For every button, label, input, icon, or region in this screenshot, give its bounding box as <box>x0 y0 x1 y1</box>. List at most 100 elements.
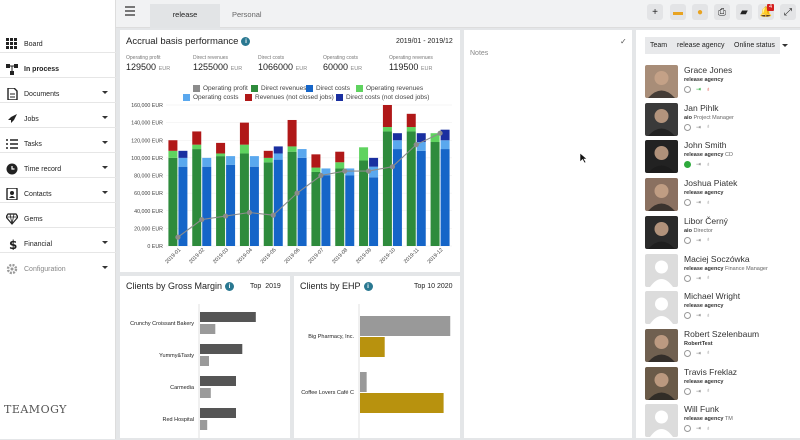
avatar-icon[interactable]: ● <box>692 4 708 20</box>
chevron-down-icon[interactable] <box>102 116 108 119</box>
bar-revenues-not-closed-jobs-[interactable] <box>287 119 297 147</box>
team-member[interactable]: Will Funk release agency TM ⇥ ♁ <box>645 404 795 440</box>
bar-costs[interactable] <box>200 420 208 430</box>
bar-operating-costs[interactable] <box>297 149 307 158</box>
bar-operating-revenues[interactable] <box>406 127 416 132</box>
member-name[interactable]: Grace Jones <box>684 65 733 75</box>
sidebar-item-contacts[interactable]: Contacts <box>6 184 114 204</box>
legend-item[interactable]: Operating costs <box>183 94 239 101</box>
bar-revenue[interactable] <box>200 312 256 322</box>
operating-profit-point[interactable] <box>175 234 181 240</box>
bar-operating-costs[interactable] <box>202 157 212 167</box>
bar-operating-revenues[interactable] <box>335 162 345 169</box>
bar-series-a[interactable] <box>360 316 451 336</box>
bar-direct-revenues[interactable] <box>335 168 345 246</box>
operating-profit-point[interactable] <box>294 190 300 196</box>
bar-operating-costs[interactable] <box>416 142 426 151</box>
bar-revenues-not-closed-jobs-[interactable] <box>168 140 178 151</box>
checkmark-icon[interactable]: ✓ <box>620 37 627 46</box>
bar-direct-costs-not-closed-jobs-[interactable] <box>369 157 379 167</box>
bar-series-b[interactable] <box>360 337 385 357</box>
legend-item[interactable]: Revenues (not closed jobs) <box>245 94 334 101</box>
bar-operating-revenues[interactable] <box>168 150 178 158</box>
info-icon[interactable]: i <box>241 37 251 46</box>
bar-direct-costs[interactable] <box>392 149 402 246</box>
bar-direct-costs[interactable] <box>202 166 212 246</box>
bar-operating-revenues[interactable] <box>216 153 226 157</box>
member-name[interactable]: Robert Szelenbaum <box>684 328 760 339</box>
operating-profit-point[interactable] <box>270 212 276 218</box>
bar-direct-revenues[interactable] <box>168 157 178 246</box>
bar-revenues-not-closed-jobs-[interactable] <box>311 154 321 168</box>
operating-profit-point[interactable] <box>413 142 419 148</box>
operating-profit-point[interactable] <box>318 172 324 179</box>
chevron-down-icon[interactable] <box>102 191 108 194</box>
bar-direct-costs[interactable] <box>273 159 283 246</box>
breadcrumb-team[interactable]: Team <box>645 37 673 54</box>
bar-revenues-not-closed-jobs-[interactable] <box>406 113 416 128</box>
bar-direct-costs-not-closed-jobs-[interactable] <box>392 133 402 141</box>
bar-operating-revenues[interactable] <box>263 157 273 163</box>
member-name[interactable]: Libor Černý <box>684 215 728 226</box>
bar-direct-revenues[interactable] <box>192 149 202 246</box>
bar-operating-revenues[interactable] <box>192 144 202 150</box>
tab-release-agency[interactable]: release agency <box>150 4 220 41</box>
ehp-filter[interactable]: Top 10 2020 <box>414 283 453 290</box>
bar-direct-revenues[interactable] <box>239 153 249 246</box>
accrual-period[interactable]: 2019/01 - 2019/12 <box>396 38 453 45</box>
team-member[interactable]: Grace Jones release agency ⇥ ♁ <box>645 65 795 101</box>
bar-direct-costs[interactable] <box>345 175 355 247</box>
sidebar-item-gems[interactable]: Gems <box>5 209 114 229</box>
bar-operating-revenues[interactable] <box>311 167 321 172</box>
chevron-down-icon[interactable] <box>102 141 108 144</box>
team-member[interactable]: Maciej Soczówka release agency Finance Ma… <box>645 253 795 290</box>
bar-direct-costs[interactable] <box>321 175 331 247</box>
bar-operating-costs[interactable] <box>321 168 331 176</box>
bar-operating-costs[interactable] <box>249 156 259 167</box>
bar-direct-costs[interactable] <box>369 177 379 246</box>
add-icon[interactable]: + <box>647 4 663 20</box>
chevron-down-icon[interactable] <box>782 44 788 47</box>
bar-direct-revenues[interactable] <box>287 151 297 246</box>
bar-operating-costs[interactable] <box>345 168 355 176</box>
bar-direct-costs-not-closed-jobs-[interactable] <box>178 150 188 158</box>
operating-profit-point[interactable] <box>389 164 396 170</box>
info-icon[interactable]: i <box>225 282 235 291</box>
member-name[interactable]: Jan Pihlk <box>684 102 719 113</box>
bar-direct-costs[interactable] <box>249 166 259 246</box>
bar-operating-revenues[interactable] <box>430 133 440 143</box>
member-name[interactable]: Michael Wright <box>684 291 741 302</box>
bar-operating-costs[interactable] <box>226 156 236 165</box>
legend-item[interactable]: Direct costs (not closed jobs) <box>336 94 429 101</box>
operating-profit-point[interactable] <box>199 216 205 223</box>
bar-operating-costs[interactable] <box>392 140 402 150</box>
bar-direct-costs-not-closed-jobs-[interactable] <box>416 133 426 143</box>
team-member[interactable]: Robert Szelenbaum RobertTest ⇥ ♁ <box>645 328 795 365</box>
legend-item[interactable]: Operating profit <box>193 85 248 92</box>
bar-operating-revenues[interactable] <box>382 127 392 132</box>
bar-revenues-not-closed-jobs-[interactable] <box>263 150 273 158</box>
bar-revenues-not-closed-jobs-[interactable] <box>192 131 202 145</box>
info-icon[interactable]: i <box>363 282 373 291</box>
bar-costs[interactable] <box>200 356 209 366</box>
bar-direct-costs[interactable] <box>297 157 307 246</box>
bar-direct-costs-not-closed-jobs-[interactable] <box>440 129 450 141</box>
member-name[interactable]: Joshua Piatek <box>684 178 738 189</box>
sidebar-item-in-process[interactable]: In process <box>6 59 114 79</box>
operating-profit-point[interactable] <box>365 168 372 174</box>
legend-item[interactable]: Operating revenues <box>356 85 423 92</box>
breadcrumb-release-agency[interactable]: release agency <box>672 37 730 54</box>
bar-operating-costs[interactable] <box>178 157 188 167</box>
bar-revenues-not-closed-jobs-[interactable] <box>382 105 392 128</box>
chevron-down-icon[interactable] <box>102 166 108 169</box>
team-member[interactable]: Jan Pihlk aio Project Manager ⇥ ♁ <box>645 102 795 139</box>
operating-profit-point[interactable] <box>437 130 443 136</box>
sidebar-item-jobs[interactable]: Jobs <box>6 109 114 129</box>
team-member[interactable]: Joshua Piatek release agency ⇥ ♁ <box>645 178 795 214</box>
team-member[interactable]: Michael Wright release agency ⇥ ♁ <box>645 291 795 327</box>
expand-icon[interactable]: ⤢ <box>780 4 796 20</box>
member-name[interactable]: Will Funk <box>684 404 719 415</box>
print-icon[interactable]: ⎙ <box>714 4 730 20</box>
bar-direct-costs[interactable] <box>178 166 188 246</box>
bar-costs[interactable] <box>200 388 211 398</box>
